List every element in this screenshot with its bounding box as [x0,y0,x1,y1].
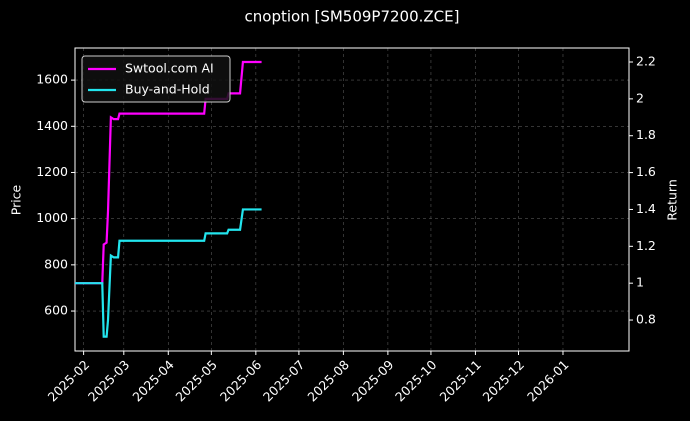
y-tick-label: 800 [44,256,68,271]
y-tick-label: 1600 [36,72,68,87]
series-line [75,60,262,285]
legend-box [81,55,231,103]
y2-tick-label: 2.2 [636,54,656,69]
legend-label: Swtool.com AI [125,61,214,76]
y2-tick-label: 1.8 [636,127,656,142]
y-tick-label: 1200 [36,164,68,179]
plot-frame [74,47,630,352]
y2-tick-label: 0.8 [636,312,656,327]
y-axis-label: Price [9,184,24,215]
y2-tick-label: 1.4 [636,201,656,216]
y2-axis-label: Return [665,179,680,220]
y2-tick-label: 1.2 [636,238,656,253]
chart-title: cnoption [SM509P7200.ZCE] [245,8,460,26]
y-tick-label: 1000 [36,210,68,225]
legend-label: Buy-and-Hold [125,82,210,97]
series-line [75,208,262,338]
y2-tick-label: 2 [636,90,644,105]
y2-tick-label: 1.6 [636,164,656,179]
legend: Swtool.com AI Buy-and-Hold [81,55,231,103]
y-tick-label: 600 [44,303,68,318]
y-tick-label: 1400 [36,118,68,133]
y2-tick-label: 1 [636,275,644,290]
